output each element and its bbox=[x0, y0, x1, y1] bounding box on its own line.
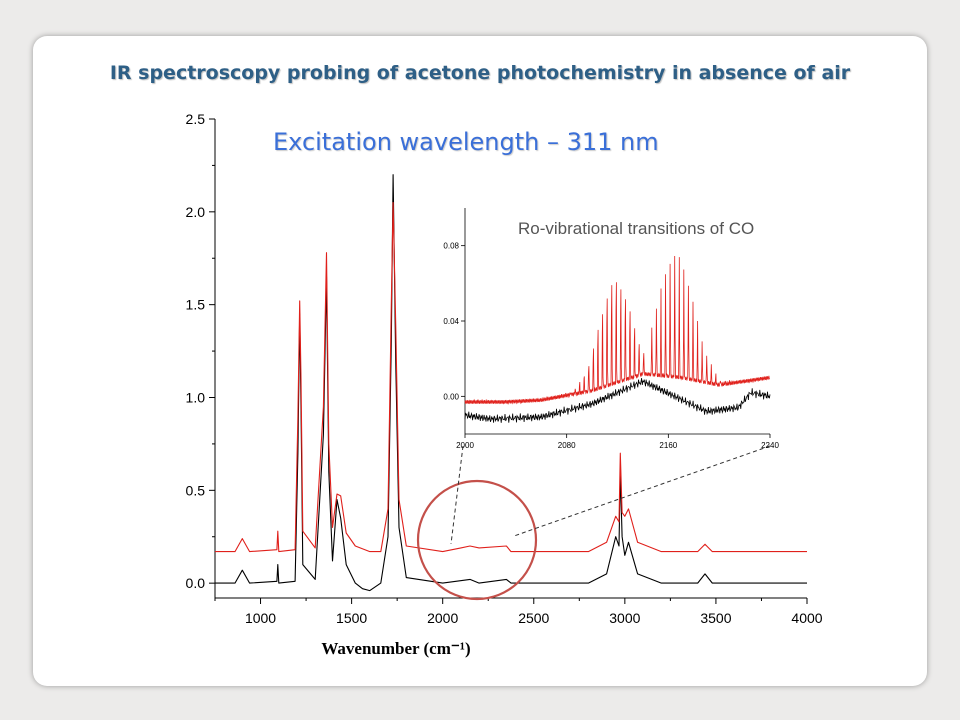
inset-y-tick-label: 0.08 bbox=[443, 242, 459, 251]
slide: IR spectroscopy probing of acetone photo… bbox=[33, 36, 927, 686]
x-tick-label: 2500 bbox=[518, 610, 549, 626]
x-axis-label: Wavenumber (cm⁻¹) bbox=[321, 639, 470, 658]
y-tick-label: 1.5 bbox=[186, 297, 206, 313]
inset-line-black bbox=[464, 377, 771, 423]
inset-y-tick-label: 0.00 bbox=[443, 392, 459, 401]
inset-background bbox=[465, 208, 770, 434]
x-tick-label: 3500 bbox=[700, 610, 731, 626]
inset-y-tick-label: 0.04 bbox=[443, 317, 459, 326]
inset-x-tick-label: 2000 bbox=[456, 441, 474, 450]
x-tick-label: 2000 bbox=[427, 610, 458, 626]
slide-title: IR spectroscopy probing of acetone photo… bbox=[109, 62, 851, 84]
y-tick-label: 1.0 bbox=[186, 389, 206, 405]
chart-subtitle: Excitation wavelength – 311 nm bbox=[273, 128, 659, 156]
inset-x-tick-label: 2240 bbox=[761, 441, 779, 450]
y-tick-label: 0.5 bbox=[186, 482, 206, 498]
x-tick-label: 1000 bbox=[245, 610, 276, 626]
spectrum-line-black bbox=[215, 174, 807, 592]
y-tick-label: 2.5 bbox=[186, 111, 206, 127]
main-plot bbox=[215, 174, 807, 592]
inset-title: Ro-vibrational transitions of CO bbox=[518, 219, 754, 238]
inset-line-red bbox=[464, 255, 770, 405]
inset-chart: 0.00 0.04 0.08 2000 2080 2160 2240 bbox=[443, 208, 779, 450]
main-axes: 0.0 0.5 1.0 1.5 2.0 2.5 1000 1500 2000 2500 3000 35… bbox=[186, 111, 823, 626]
inset-x-tick-label: 2080 bbox=[558, 441, 576, 450]
ir-spectrum-chart: 0.0 0.5 1.0 1.5 2.0 2.5 1000 1500 2000 2500 3000 35… bbox=[186, 111, 823, 658]
inset-x-tick-label: 2160 bbox=[659, 441, 677, 450]
y-tick-label: 2.0 bbox=[186, 204, 206, 220]
x-tick-label: 4000 bbox=[791, 610, 822, 626]
y-tick-label: 0.0 bbox=[186, 575, 206, 591]
spectrum-line-red bbox=[215, 201, 807, 553]
zoom-connector-left bbox=[450, 445, 464, 545]
zoom-connector-right bbox=[513, 445, 771, 537]
x-tick-label: 3000 bbox=[609, 610, 640, 626]
highlight-circle bbox=[416, 479, 538, 601]
x-tick-label: 1500 bbox=[336, 610, 367, 626]
